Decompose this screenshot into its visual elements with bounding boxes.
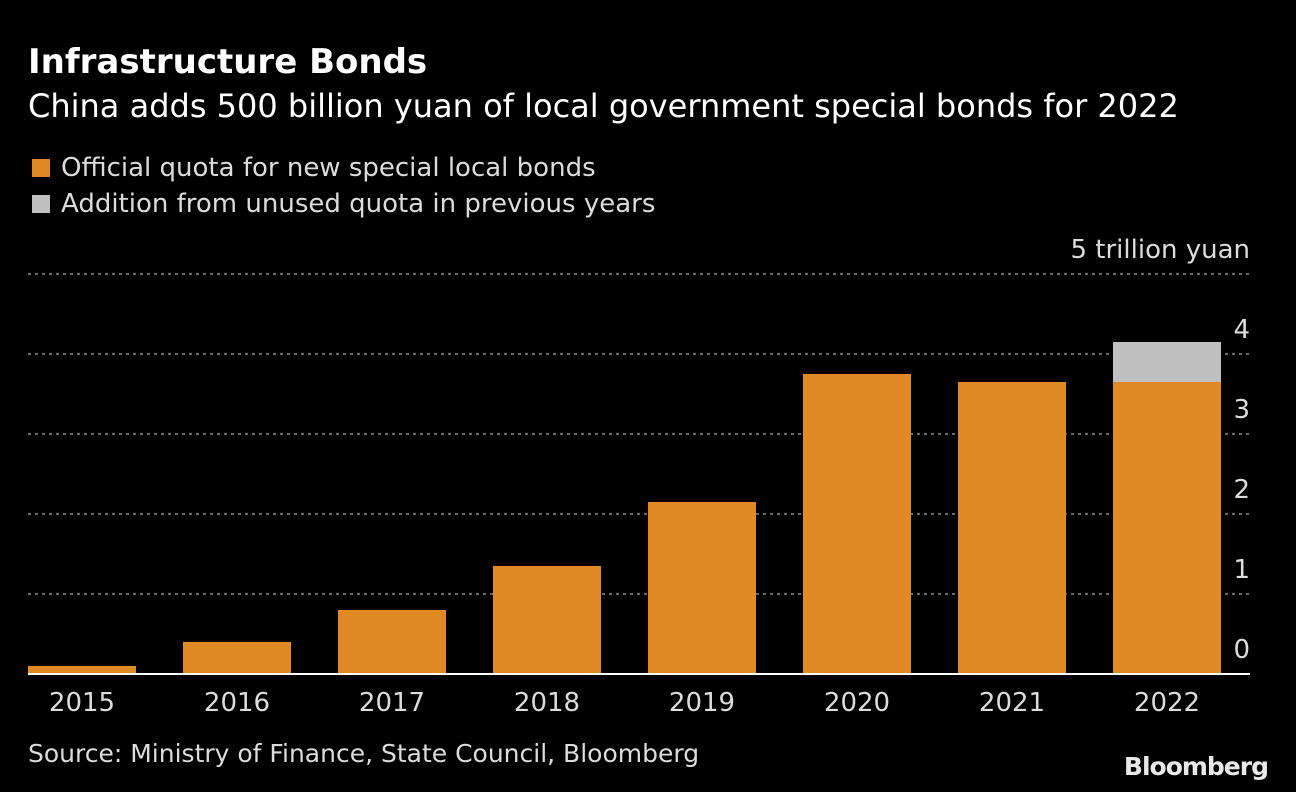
bar-2020-official bbox=[803, 374, 911, 674]
legend: Official quota for new special local bon… bbox=[32, 150, 655, 222]
bar-2016-official bbox=[183, 642, 291, 674]
legend-swatch-orange bbox=[32, 159, 50, 177]
bar-2022-unused bbox=[1113, 342, 1221, 382]
x-tick-label-2017: 2017 bbox=[359, 688, 425, 718]
chart-subtitle: China adds 500 billion yuan of local gov… bbox=[28, 87, 1179, 125]
legend-item-unused-quota: Addition from unused quota in previous y… bbox=[32, 186, 655, 222]
legend-swatch-gray bbox=[32, 195, 50, 213]
legend-label-official-quota: Official quota for new special local bon… bbox=[61, 153, 596, 183]
legend-label-unused-quota: Addition from unused quota in previous y… bbox=[61, 189, 656, 219]
x-tick-label-2015: 2015 bbox=[49, 688, 115, 718]
bar-2015-official bbox=[28, 666, 136, 674]
y-tick-label-4: 4 bbox=[1233, 315, 1250, 345]
y-tick-label-2: 2 bbox=[1233, 475, 1250, 505]
bar-2017-official bbox=[338, 610, 446, 674]
legend-item-official-quota: Official quota for new special local bon… bbox=[32, 150, 655, 186]
y-axis-unit-label: 5 trillion yuan bbox=[1070, 235, 1250, 265]
x-tick-label-2019: 2019 bbox=[669, 688, 735, 718]
bar-2021-official bbox=[958, 382, 1066, 674]
chart-title: Infrastructure Bonds bbox=[28, 42, 428, 82]
bar-2018-official bbox=[493, 566, 601, 674]
y-tick-label-1: 1 bbox=[1233, 555, 1250, 585]
source-note: Source: Ministry of Finance, State Counc… bbox=[28, 739, 700, 768]
bloomberg-logo: Bloomberg bbox=[1123, 752, 1269, 781]
x-tick-label-2022: 2022 bbox=[1134, 688, 1200, 718]
y-tick-label-3: 3 bbox=[1233, 395, 1250, 425]
y-tick-label-0: 0 bbox=[1233, 635, 1250, 665]
x-tick-label-2016: 2016 bbox=[204, 688, 270, 718]
x-tick-label-2018: 2018 bbox=[514, 688, 580, 718]
bar-2022-official bbox=[1113, 382, 1221, 674]
x-tick-label-2021: 2021 bbox=[979, 688, 1045, 718]
x-tick-label-2020: 2020 bbox=[824, 688, 890, 718]
bar-2019-official bbox=[648, 502, 756, 674]
